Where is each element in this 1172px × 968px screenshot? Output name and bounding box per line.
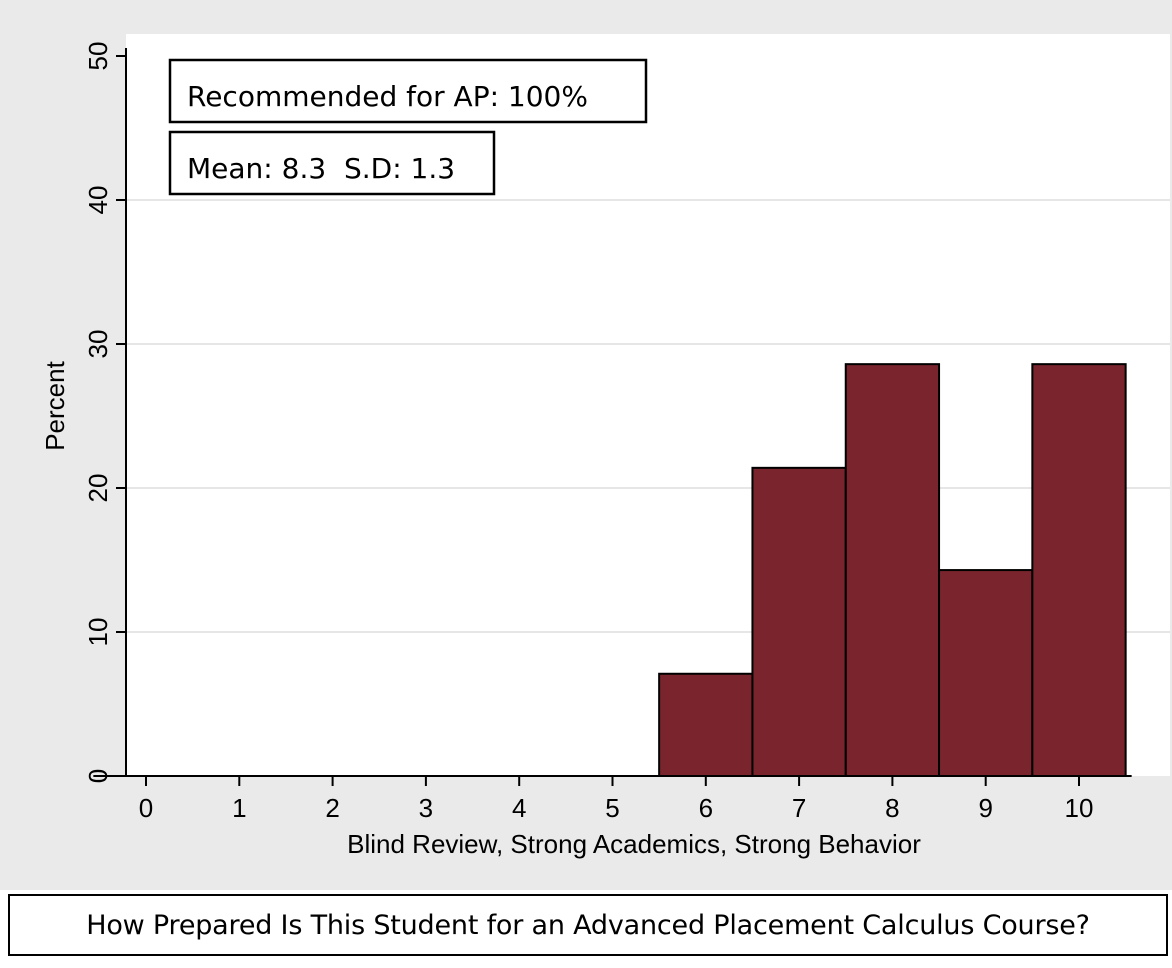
bar-10 — [1031, 363, 1127, 777]
bar-7 — [751, 466, 847, 777]
bar-8 — [844, 363, 941, 777]
annotation-mean-sd: Mean: 8.3 S.D: 1.3 — [187, 152, 455, 185]
x-tick-label-10: 10 — [1065, 793, 1094, 823]
x-tick-label-6: 6 — [699, 793, 713, 823]
question-label-box: How Prepared Is This Student for an Adva… — [8, 894, 1168, 956]
annotation-box-mean-sd: Mean: 8.3 S.D: 1.3 — [168, 130, 496, 196]
y-tick-label-10: 10 — [83, 618, 113, 647]
x-tick-label-8: 8 — [885, 793, 899, 823]
annotation-recommended: Recommended for AP: 100% — [187, 80, 588, 113]
question-label: How Prepared Is This Student for an Adva… — [86, 909, 1090, 941]
y-tick-label-50: 50 — [83, 42, 113, 71]
annotation-box-recommended: Recommended for AP: 100% — [168, 58, 648, 124]
x-tick-label-2: 2 — [325, 793, 339, 823]
y-tick-label-0: 0 — [83, 769, 113, 783]
x-tick-label-4: 4 — [512, 793, 526, 823]
x-tick-label-0: 0 — [139, 793, 153, 823]
tick-labels: 0 1 2 3 4 5 6 7 8 9 10 0 10 20 30 40 50 — [83, 42, 1093, 823]
y-tick-label-30: 30 — [83, 330, 113, 359]
x-axis-label: Blind Review, Strong Academics, Strong B… — [347, 829, 921, 859]
bar-9 — [938, 569, 1034, 778]
x-tick-label-7: 7 — [792, 793, 806, 823]
y-tick-label-40: 40 — [83, 186, 113, 215]
x-tick-label-3: 3 — [419, 793, 433, 823]
x-tick-label-5: 5 — [605, 793, 619, 823]
y-axis-label: Percent — [40, 360, 70, 450]
x-tick-label-9: 9 — [978, 793, 992, 823]
axes — [93, 48, 1132, 786]
x-tick-label-1: 1 — [232, 793, 246, 823]
bar-6 — [658, 672, 754, 778]
y-tick-label-20: 20 — [83, 474, 113, 503]
